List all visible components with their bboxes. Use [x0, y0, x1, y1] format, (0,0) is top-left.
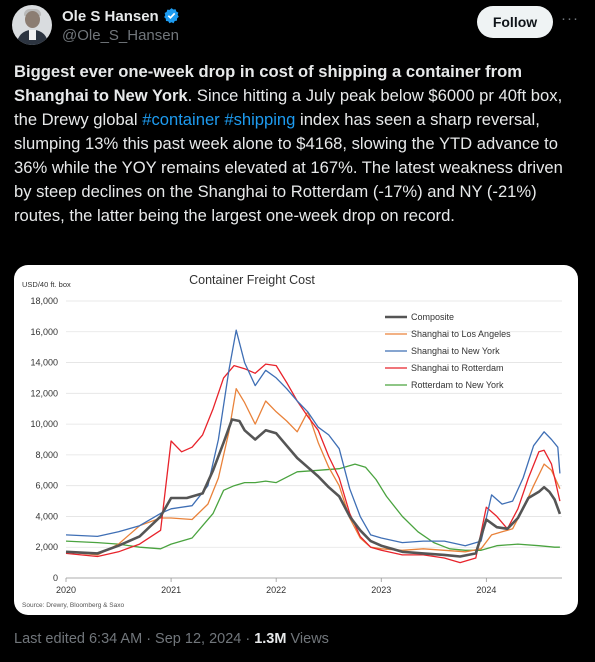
y-tick-label: 14,000: [30, 358, 58, 368]
series-line-composite: [65, 418, 562, 558]
y-tick-label: 16,000: [30, 327, 58, 337]
more-options-icon[interactable]: ···: [561, 10, 579, 27]
x-tick-label: 2024: [476, 585, 496, 595]
y-tick-label: 0: [53, 573, 58, 583]
author-name-text[interactable]: Ole S Hansen: [62, 8, 159, 25]
avatar[interactable]: [12, 5, 52, 45]
views-label: Views: [286, 631, 329, 647]
legend-label: Shanghai to Los Angeles: [411, 329, 511, 339]
freight-cost-chart: Container Freight Cost USD/40 ft. box So…: [22, 273, 562, 609]
tweet-text-part-1: . Since hitting a July peak below $6000 …: [14, 86, 563, 129]
x-tick-label: 2020: [56, 585, 76, 595]
series-line-shanghai-to-new-york: [65, 329, 561, 547]
x-tick-label: 2023: [371, 585, 391, 595]
series-line-shanghai-to-los-angeles: [65, 388, 561, 556]
y-tick-label: 8,000: [35, 450, 58, 460]
hashtag-container[interactable]: #container: [142, 110, 220, 129]
y-tick-label: 12,000: [30, 388, 58, 398]
y-tick-label: 4,000: [35, 511, 58, 521]
legend-label: Composite: [411, 312, 454, 322]
chart-image[interactable]: Container Freight Cost USD/40 ft. box So…: [14, 265, 578, 615]
legend-label: Rotterdam to New York: [411, 380, 504, 390]
x-tick-label: 2022: [266, 585, 286, 595]
tweet-meta: Last edited 6:34 AM · Sep 12, 2024 · 1.3…: [14, 631, 329, 647]
tweet-text: Biggest ever one-week drop in cost of sh…: [14, 60, 584, 228]
tweet-text-part-2: index has seen a sharp reversal, slumpin…: [14, 110, 563, 225]
legend-label: Shanghai to Rotterdam: [411, 363, 504, 373]
author-handle[interactable]: @Ole_S_Hansen: [62, 27, 179, 44]
y-tick-label: 10,000: [30, 419, 58, 429]
legend-label: Shanghai to New York: [411, 346, 500, 356]
follow-button[interactable]: Follow: [477, 6, 553, 38]
y-tick-label: 18,000: [30, 296, 58, 306]
author-name[interactable]: Ole S Hansen: [62, 7, 180, 25]
series-line-shanghai-to-rotterdam: [65, 363, 561, 564]
edited-timestamp[interactable]: Last edited 6:34 AM · Sep 12, 2024 ·: [14, 631, 255, 647]
tweet-bold-text: Biggest ever one-week drop in cost of sh…: [14, 62, 523, 105]
verified-badge-icon: [163, 8, 179, 24]
views-count: 1.3M: [254, 631, 287, 647]
chart-source: Source: Drewry, Bloomberg & Saxo: [22, 602, 124, 609]
y-tick-label: 2,000: [35, 542, 58, 552]
hashtag-shipping[interactable]: #shipping: [224, 110, 296, 129]
chart-title: Container Freight Cost: [189, 273, 315, 287]
y-tick-label: 6,000: [35, 481, 58, 491]
x-tick-label: 2021: [161, 585, 181, 595]
chart-unit-label: USD/40 ft. box: [22, 280, 71, 289]
